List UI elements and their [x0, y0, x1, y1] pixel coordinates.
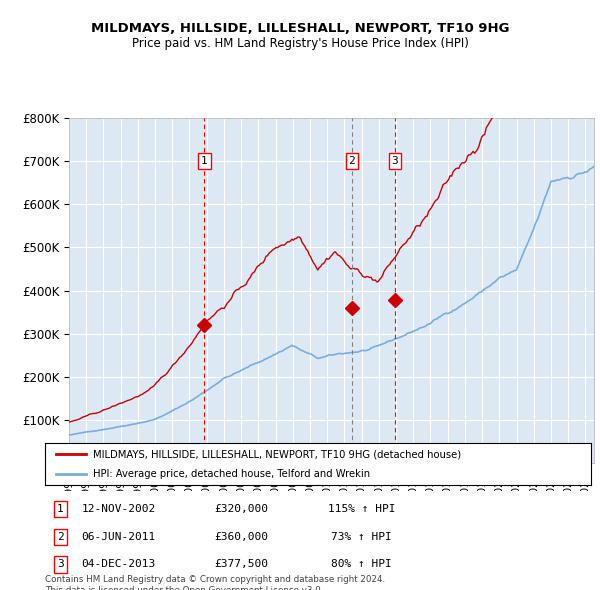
Text: 1: 1	[57, 504, 64, 514]
Text: £377,500: £377,500	[215, 559, 269, 569]
Text: 80% ↑ HPI: 80% ↑ HPI	[331, 559, 392, 569]
Text: MILDMAYS, HILLSIDE, LILLESHALL, NEWPORT, TF10 9HG: MILDMAYS, HILLSIDE, LILLESHALL, NEWPORT,…	[91, 22, 509, 35]
Text: 04-DEC-2013: 04-DEC-2013	[82, 559, 156, 569]
Text: MILDMAYS, HILLSIDE, LILLESHALL, NEWPORT, TF10 9HG (detached house): MILDMAYS, HILLSIDE, LILLESHALL, NEWPORT,…	[93, 450, 461, 460]
Text: 1: 1	[201, 156, 208, 166]
Text: 2: 2	[349, 156, 355, 166]
Text: 3: 3	[57, 559, 64, 569]
Text: HPI: Average price, detached house, Telford and Wrekin: HPI: Average price, detached house, Telf…	[93, 470, 370, 479]
Text: 12-NOV-2002: 12-NOV-2002	[82, 504, 156, 514]
Text: 73% ↑ HPI: 73% ↑ HPI	[331, 532, 392, 542]
Text: Price paid vs. HM Land Registry's House Price Index (HPI): Price paid vs. HM Land Registry's House …	[131, 37, 469, 50]
Text: 2: 2	[57, 532, 64, 542]
Text: £320,000: £320,000	[215, 504, 269, 514]
Text: 3: 3	[391, 156, 398, 166]
Text: £360,000: £360,000	[215, 532, 269, 542]
Text: Contains HM Land Registry data © Crown copyright and database right 2024.
This d: Contains HM Land Registry data © Crown c…	[45, 575, 385, 590]
Text: 115% ↑ HPI: 115% ↑ HPI	[328, 504, 395, 514]
Text: 06-JUN-2011: 06-JUN-2011	[82, 532, 156, 542]
